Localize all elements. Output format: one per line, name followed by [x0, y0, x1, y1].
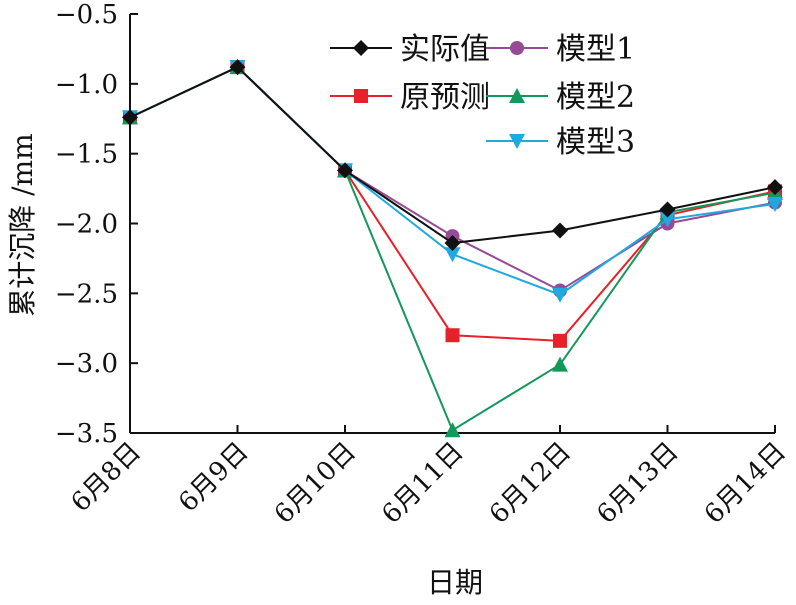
y-tick-label: −3.5 [55, 419, 118, 449]
data-point [444, 422, 461, 438]
legend-marker [509, 134, 525, 149]
legend-item: 模型2 [486, 80, 635, 115]
data-point [552, 287, 568, 303]
legend-marker [354, 89, 368, 103]
y-tick-label: −2.5 [55, 279, 118, 309]
legend-marker [353, 40, 369, 56]
x-axis-title: 日期 [427, 566, 483, 599]
data-point [444, 247, 461, 263]
legend-marker [510, 41, 524, 55]
x-tick-label: 6月9日 [173, 437, 254, 518]
legend-label: 模型1 [556, 32, 635, 67]
x-tick-label: 6月13日 [591, 437, 684, 530]
y-tick-label: −1.5 [55, 140, 118, 170]
legend-item: 实际值 [330, 32, 490, 67]
x-tick-label: 6月14日 [699, 437, 792, 530]
data-point [445, 328, 460, 343]
data-point [122, 109, 138, 126]
y-tick-label: −1.0 [55, 70, 118, 100]
legend-label: 模型3 [556, 125, 635, 160]
x-tick-label: 6月12日 [484, 437, 577, 530]
x-tick-label: 6月10日 [269, 437, 362, 530]
legend-item: 模型3 [486, 125, 635, 160]
x-tick-label: 6月11日 [376, 437, 469, 530]
data-point [767, 179, 783, 196]
data-point [552, 222, 568, 239]
legend-item: 原预测 [330, 80, 490, 115]
y-tick-label: −2.0 [55, 210, 118, 240]
data-point [229, 59, 246, 76]
legend-item: 模型1 [486, 32, 635, 67]
y-tick-label: −0.5 [55, 0, 118, 30]
legend-label: 模型2 [556, 80, 635, 115]
legend-label: 原预测 [400, 80, 490, 115]
data-point [552, 356, 568, 372]
legend-label: 实际值 [400, 32, 490, 67]
data-point [337, 162, 353, 179]
data-point [659, 212, 676, 228]
data-point [553, 333, 567, 348]
legend-marker [509, 88, 525, 103]
data-point [767, 196, 783, 212]
data-point [659, 201, 676, 218]
y-axis-title: 累计沉降 /mm [6, 133, 39, 316]
data-point [444, 235, 461, 252]
series-lines [122, 59, 783, 438]
series-1 [122, 59, 783, 252]
y-tick-label: −3.0 [55, 349, 118, 379]
